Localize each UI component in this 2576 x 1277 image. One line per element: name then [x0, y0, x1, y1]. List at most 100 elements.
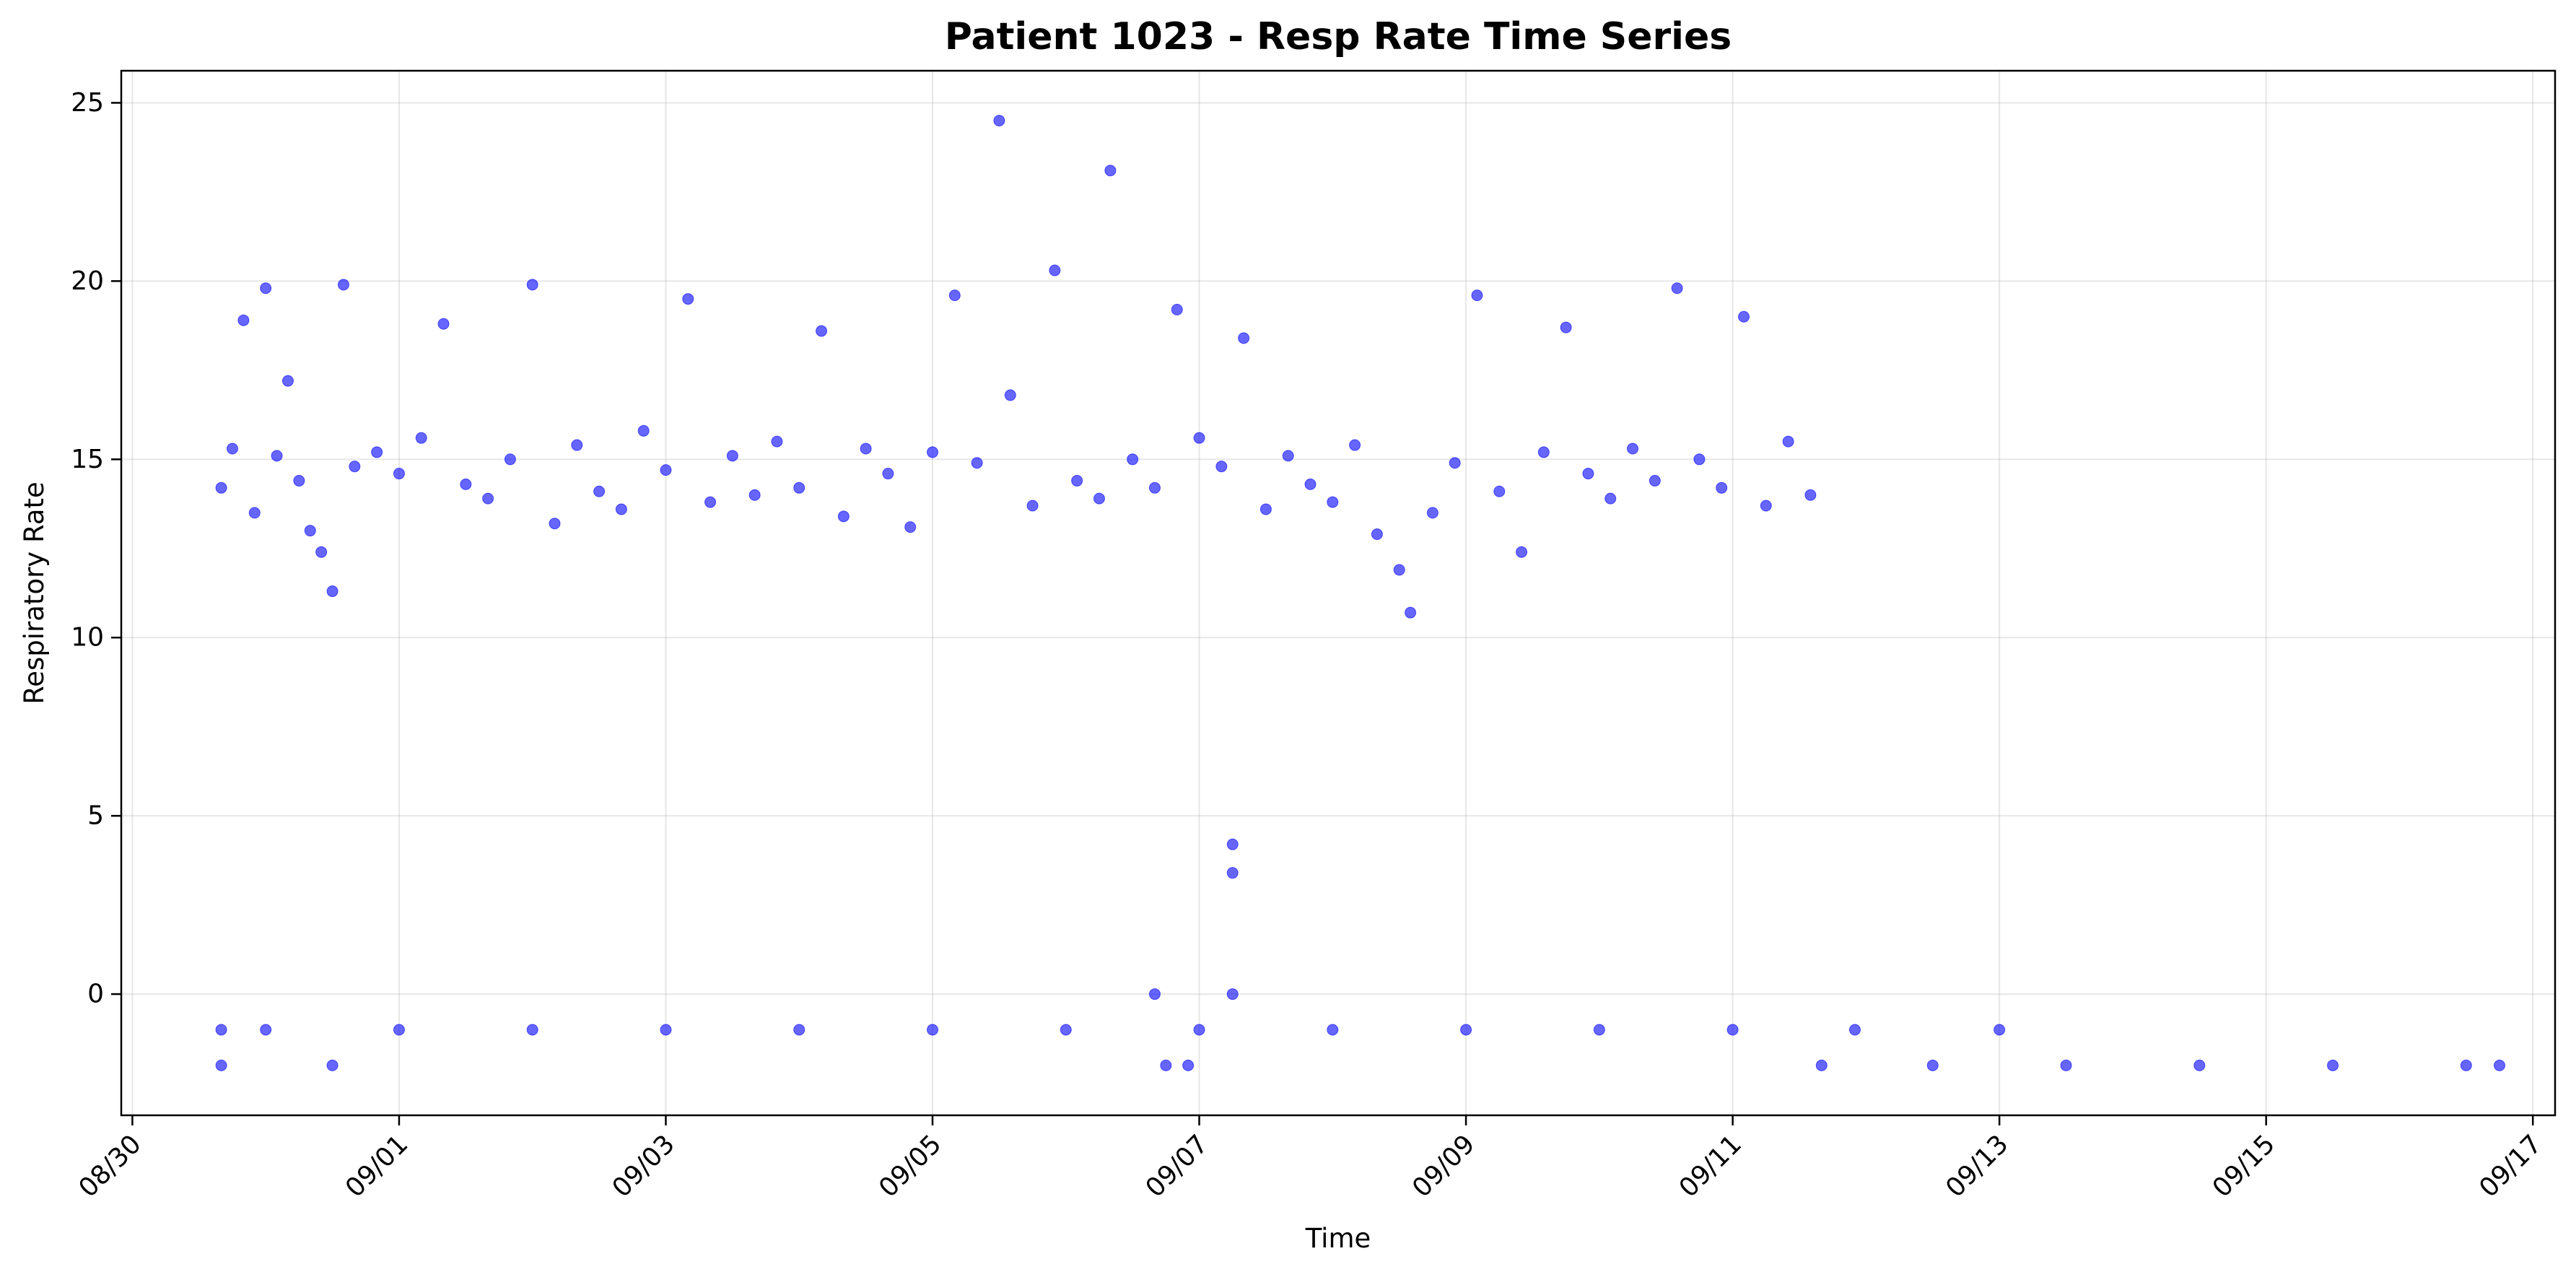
- data-point: [326, 585, 339, 598]
- y-tick-label: 20: [71, 266, 104, 296]
- data-point: [1493, 485, 1506, 497]
- data-point: [1582, 468, 1594, 480]
- data-point: [1304, 478, 1317, 490]
- data-point: [2060, 1059, 2072, 1071]
- data-point: [993, 115, 1005, 127]
- data-point: [215, 481, 227, 494]
- data-point: [726, 450, 738, 462]
- data-point: [1560, 321, 1572, 334]
- data-point: [1627, 443, 1639, 455]
- data-point: [337, 279, 349, 291]
- data-point: [1393, 564, 1405, 576]
- x-tick-label: 09/11: [1674, 1129, 1747, 1203]
- data-point: [1226, 838, 1239, 850]
- data-point: [1071, 474, 1083, 487]
- data-point: [271, 450, 283, 462]
- x-tick-label: 09/01: [340, 1129, 414, 1203]
- data-point: [927, 446, 938, 458]
- data-point: [1226, 988, 1239, 1001]
- data-point: [1671, 282, 1683, 295]
- plot-frame: [120, 69, 2557, 1117]
- data-point: [1093, 492, 1105, 505]
- data-point: [304, 525, 316, 537]
- data-point: [860, 443, 872, 455]
- data-point: [326, 1059, 339, 1071]
- data-point: [660, 1024, 672, 1036]
- data-point: [637, 424, 650, 437]
- data-point: [1604, 492, 1617, 505]
- data-point: [393, 468, 405, 480]
- data-point: [237, 314, 250, 326]
- data-point: [1127, 453, 1139, 466]
- data-point: [1449, 457, 1461, 469]
- x-tick-label: 09/09: [1407, 1129, 1480, 1203]
- data-point: [371, 446, 383, 458]
- data-point: [2460, 1059, 2472, 1071]
- data-point: [1282, 450, 1294, 462]
- data-point: [260, 282, 272, 295]
- x-axis-ticks: 08/30 09/01 09/03 09/05 09/07 09/09 09/11 09/13…: [74, 1115, 2548, 1203]
- data-point: [793, 1024, 805, 1036]
- data-point: [526, 279, 538, 291]
- data-point: [1327, 496, 1339, 508]
- data-point: [1259, 503, 1272, 515]
- y-tick-label: 0: [87, 980, 104, 1009]
- data-point: [816, 325, 828, 337]
- data-point: [2327, 1059, 2339, 1071]
- x-tick-label: 09/13: [1940, 1129, 2014, 1203]
- x-axis-label: Time: [1305, 1223, 1371, 1254]
- data-point: [793, 481, 805, 494]
- data-point: [1593, 1024, 1605, 1036]
- grid-lines: [121, 71, 2555, 1115]
- data-point: [615, 503, 627, 515]
- data-point: [1848, 1024, 1861, 1036]
- data-point: [1104, 165, 1117, 177]
- y-tick-label: 25: [71, 88, 104, 118]
- data-point: [1226, 867, 1239, 879]
- data-point: [1371, 528, 1383, 541]
- data-point: [1004, 389, 1016, 401]
- data-point: [215, 1024, 227, 1036]
- data-point: [1405, 606, 1417, 619]
- data-point: [1693, 453, 1706, 466]
- data-point: [1738, 310, 1750, 323]
- data-point: [215, 1059, 227, 1071]
- data-point: [748, 489, 761, 501]
- data-point: [704, 496, 717, 508]
- data-point: [226, 443, 238, 455]
- data-point: [1060, 1024, 1072, 1036]
- data-point: [1160, 1059, 1172, 1071]
- data-point: [682, 293, 694, 305]
- data-point: [437, 318, 450, 330]
- data-point: [1026, 500, 1039, 512]
- data-point: [482, 492, 494, 505]
- y-tick-label: 15: [71, 445, 104, 474]
- data-point: [904, 521, 917, 533]
- data-point: [1782, 435, 1794, 448]
- data-point: [948, 289, 961, 302]
- data-point: [2494, 1059, 2506, 1071]
- data-point: [837, 510, 850, 523]
- data-point: [1537, 446, 1550, 458]
- x-tick-label: 09/15: [2207, 1129, 2281, 1203]
- data-point: [1516, 546, 1528, 558]
- data-point: [771, 435, 783, 448]
- data-point: [504, 453, 516, 466]
- data-point: [2193, 1059, 2206, 1071]
- data-point: [315, 546, 328, 558]
- data-point: [1215, 461, 1228, 473]
- x-tick-label: 09/03: [607, 1129, 681, 1203]
- data-point: [1426, 507, 1438, 519]
- data-point: [1148, 481, 1161, 494]
- data-point: [1815, 1059, 1828, 1071]
- x-tick-label: 09/05: [873, 1129, 947, 1203]
- data-point: [293, 474, 305, 487]
- y-axis-label: Respiratory Rate: [19, 481, 50, 705]
- data-point: [460, 478, 472, 490]
- data-point: [971, 457, 983, 469]
- x-tick-label: 09/07: [1140, 1129, 1214, 1203]
- data-point: [1327, 1024, 1339, 1036]
- data-point: [1148, 988, 1161, 1001]
- data-point: [526, 1024, 538, 1036]
